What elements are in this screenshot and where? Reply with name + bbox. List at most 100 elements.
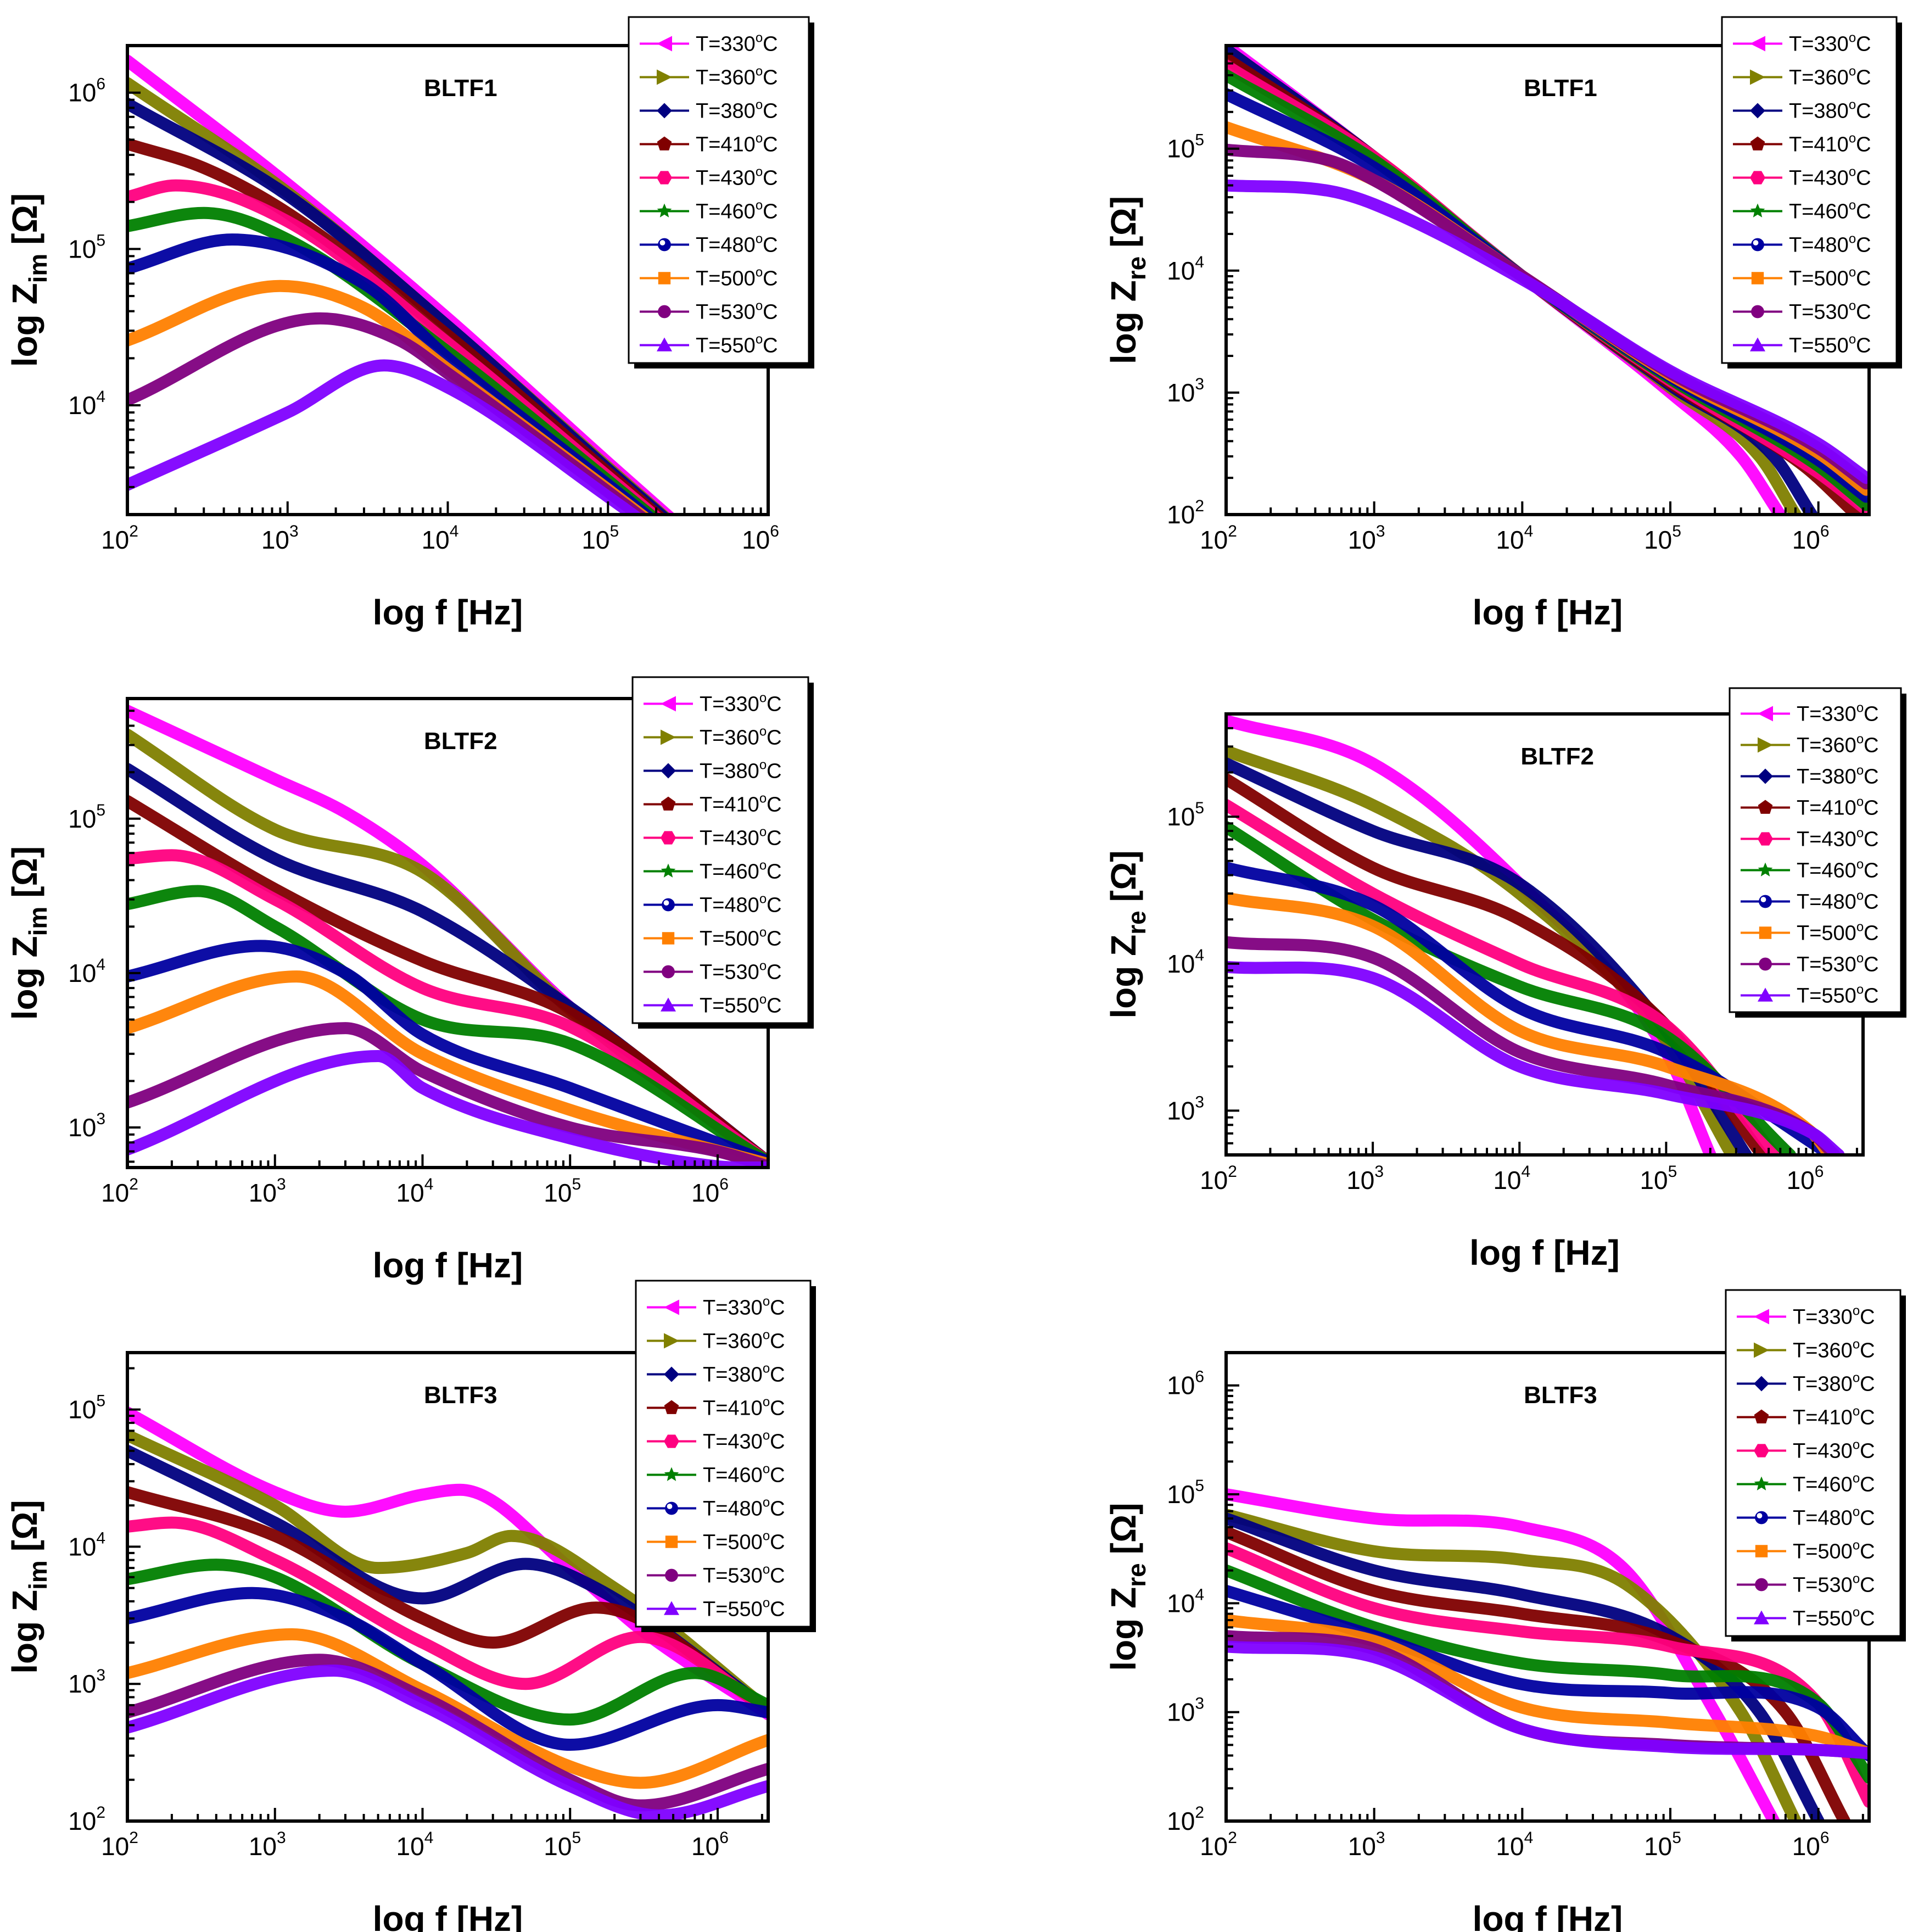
legend-marker [1755, 1578, 1768, 1592]
legend-unit: C [1864, 828, 1878, 851]
legend-unit: C [763, 100, 778, 123]
legend-marker [661, 763, 676, 779]
legend-unit: C [1856, 33, 1871, 56]
legend-item-480: T=480oC [1741, 889, 1879, 914]
y-tick-base: 10 [68, 1807, 96, 1835]
series-line-410 [1226, 1526, 1851, 1821]
legend-label: T=430oC [703, 1428, 785, 1454]
legend-item-530: T=530oC [640, 299, 778, 324]
legend-marker [664, 1434, 679, 1448]
legend-temp: 380 [1817, 1373, 1852, 1396]
series-line-430 [127, 849, 768, 1168]
legend-label: T=550oC [700, 992, 782, 1018]
legend-temp: 380 [728, 1364, 762, 1387]
legend-marker [1751, 272, 1764, 284]
legend-prefix: T= [700, 760, 724, 783]
legend-temp: 500 [724, 928, 759, 951]
y-tick-base: 10 [1167, 1480, 1195, 1509]
x-tick-base: 10 [1792, 526, 1820, 554]
legend-marker [657, 36, 672, 52]
y-tick-base: 10 [68, 1669, 96, 1698]
y-axis-title: log Zre [Ω] [1104, 850, 1151, 1018]
series-line-550 [1226, 961, 1845, 1155]
legend-temp: 360 [1814, 66, 1848, 90]
legend-label: T=500oC [696, 265, 778, 291]
legend-degree: o [759, 959, 767, 974]
legend-degree: o [1853, 1304, 1860, 1319]
legend-marker [657, 103, 672, 119]
legend-prefix: T= [1797, 828, 1821, 851]
legend-marker [1750, 103, 1765, 119]
legend-item-360: T=360oC [640, 64, 778, 90]
x-axis-title: log f [Hz] [1469, 1233, 1620, 1272]
legend-unit: C [1860, 1339, 1875, 1363]
legend-prefix: T= [696, 167, 720, 190]
x-tick-label: 106 [1792, 1829, 1830, 1861]
y-tick-label: 105 [1167, 1477, 1204, 1509]
x-tick-base: 10 [1787, 1166, 1815, 1194]
legend-label: T=480oC [703, 1495, 785, 1521]
x-tick-label: 104 [422, 522, 459, 554]
legend-prefix: T= [703, 1431, 728, 1454]
y-axis-title-main: log Z [5, 936, 44, 1020]
legend-marker [1754, 1444, 1769, 1458]
legend-marker [1750, 203, 1765, 217]
y-axis-title-unit: [Ω] [1104, 850, 1143, 902]
legend-temp: 480 [1817, 1507, 1852, 1530]
legend-temp: 410 [1814, 133, 1848, 157]
y-tick-base: 10 [1167, 1096, 1195, 1125]
legend-item-550: T=550oC [1733, 332, 1871, 358]
x-tick-base: 10 [544, 1832, 572, 1861]
legend-degree: o [1853, 1605, 1860, 1620]
x-tick-label: 105 [1644, 1829, 1681, 1861]
legend-prefix: T= [1797, 953, 1821, 976]
series-group [127, 54, 676, 515]
legend-degree: o [759, 691, 767, 706]
y-tick-label: 102 [1167, 1803, 1204, 1835]
legend-degree: o [756, 198, 763, 213]
legend-prefix: T= [703, 1598, 728, 1621]
x-tick-label: 104 [396, 1175, 434, 1207]
plot-title: BLTF3 [424, 1382, 497, 1409]
legend-temp: 460 [720, 200, 755, 224]
legend-marker [664, 1400, 679, 1414]
legend-prefix: T= [1789, 133, 1814, 157]
series-group [1226, 46, 1869, 515]
legend: T=330oCT=360oCT=380oCT=410oCT=430oCT=460… [635, 1280, 816, 1632]
legend-marker [1758, 737, 1773, 753]
legend-prefix: T= [700, 861, 724, 884]
legend-item-530: T=530oC [1733, 299, 1871, 324]
legend-unit: C [1860, 1406, 1875, 1430]
legend-marker [664, 1299, 679, 1315]
legend-item-330: T=330oC [1733, 31, 1871, 56]
legend-label: T=530oC [696, 299, 778, 324]
legend-marker [658, 272, 671, 284]
y-tick-exponent: 5 [96, 1392, 105, 1410]
x-tick-exponent: 6 [719, 1829, 729, 1847]
y-tick-base: 10 [1167, 256, 1195, 285]
legend-degree: o [1849, 198, 1856, 213]
legend-unit: C [770, 1531, 785, 1554]
legend-temp: 460 [724, 861, 759, 884]
y-tick-base: 10 [1167, 1807, 1195, 1835]
y-tick-exponent: 4 [96, 1529, 105, 1547]
y-axis-title-main: log Z [1104, 935, 1143, 1019]
legend-degree: o [1853, 1404, 1860, 1419]
x-tick-base: 10 [396, 1832, 424, 1861]
legend-prefix: T= [703, 1364, 728, 1387]
y-tick-exponent: 6 [1195, 1368, 1204, 1386]
legend-item-500: T=500oC [640, 265, 778, 291]
legend-label: T=460oC [1793, 1471, 1875, 1497]
y-tick-label: 105 [68, 231, 105, 263]
legend-degree: o [1853, 1505, 1860, 1520]
legend-temp: 530 [1817, 1574, 1852, 1597]
legend-unit: C [763, 200, 778, 224]
x-axis: 102 103 104 105 106 [1200, 501, 1864, 554]
legend-unit: C [1860, 1607, 1875, 1631]
y-tick-base: 10 [68, 391, 96, 420]
legend-marker [1758, 862, 1773, 876]
legend-item-380: T=380oC [644, 758, 782, 783]
legend-item-430: T=430oC [1741, 826, 1879, 851]
